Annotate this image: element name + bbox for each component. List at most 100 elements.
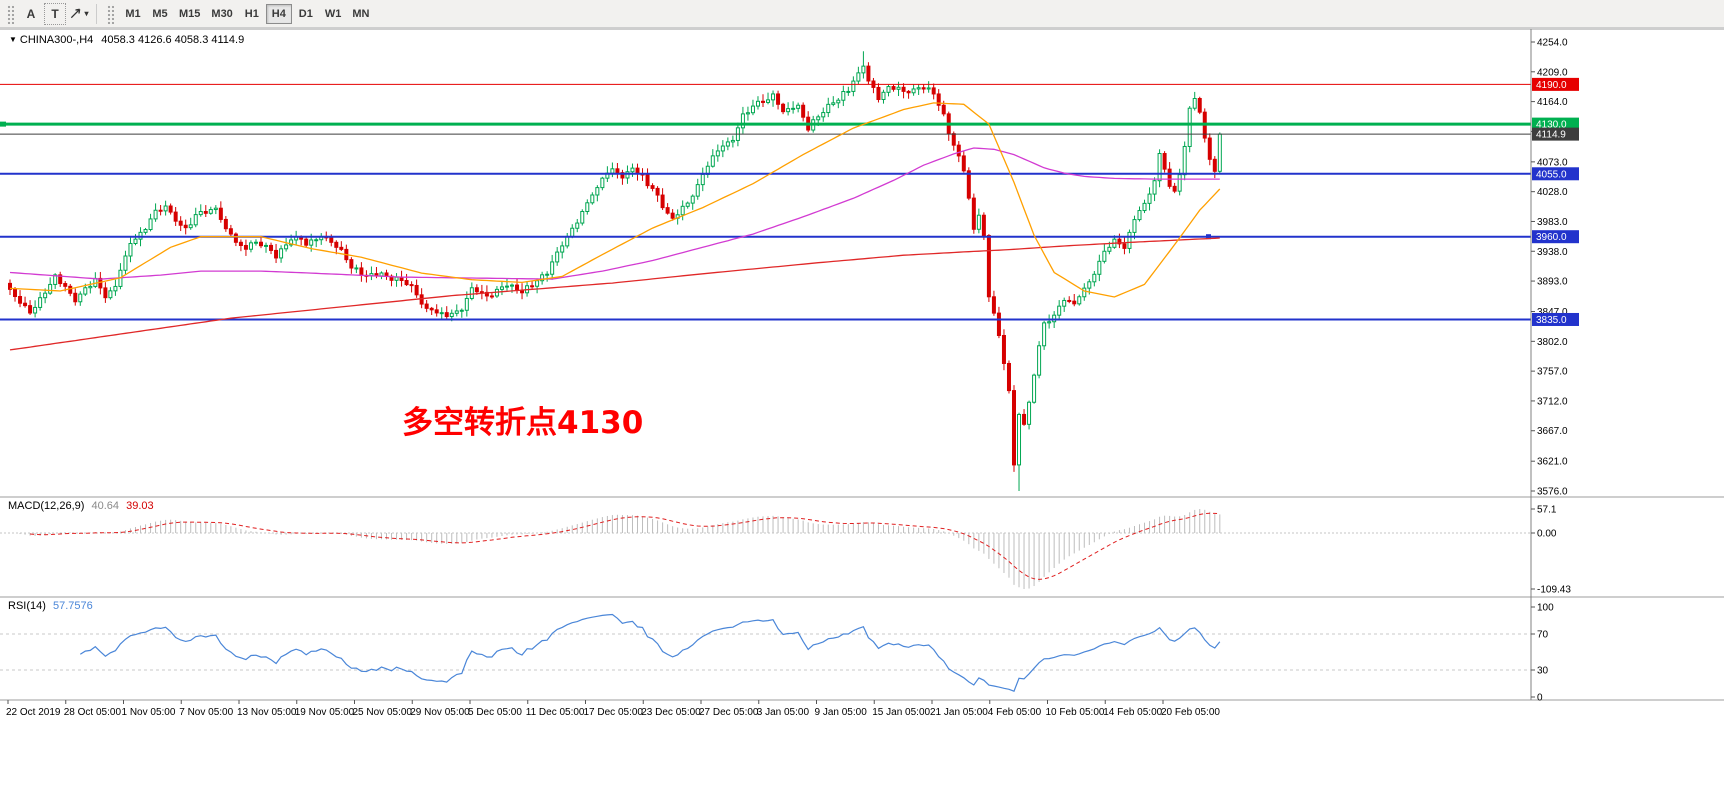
candle (1162, 153, 1167, 170)
candle (429, 307, 434, 311)
candle (98, 277, 103, 289)
price-tick-label: 3621.0 (1537, 457, 1568, 468)
candle (409, 284, 414, 287)
candle (1212, 158, 1217, 172)
candle (1042, 322, 1047, 347)
ma-fast-orange (9, 102, 1221, 298)
candle (259, 241, 263, 247)
candle (58, 274, 63, 285)
candle (1132, 219, 1137, 233)
candle (499, 286, 504, 290)
candle (1087, 281, 1092, 289)
timeframe-w1-button[interactable]: W1 (320, 4, 347, 24)
timeframe-m1-button[interactable]: M1 (120, 4, 146, 24)
candle (740, 113, 745, 129)
candle (133, 238, 138, 245)
candle (414, 284, 419, 296)
toolbar-grip[interactable] (7, 3, 14, 24)
price-tick-label: 4028.0 (1537, 187, 1568, 198)
symbol-dropdown-icon[interactable]: ▼ (9, 35, 17, 44)
candle (1006, 362, 1011, 392)
candle (761, 100, 765, 103)
candle (786, 108, 791, 113)
text-tool-button[interactable]: A (20, 3, 42, 25)
candle (394, 276, 399, 281)
candle (243, 244, 248, 250)
time-axis-label: 22 Oct 2019 (6, 707, 61, 718)
candle (630, 167, 635, 173)
candle (715, 150, 720, 157)
timeframe-h4-button[interactable]: H4 (265, 3, 292, 24)
candle (991, 296, 996, 314)
candle (1217, 133, 1222, 172)
candle (956, 144, 961, 157)
toolbar-grip[interactable] (107, 3, 114, 24)
candle (434, 309, 439, 314)
candle (354, 267, 359, 270)
candle (650, 185, 655, 189)
candle (1067, 299, 1072, 302)
candle (1102, 250, 1107, 262)
macd-tick-label: 0.00 (1537, 529, 1557, 540)
candle (615, 168, 620, 174)
candle (238, 241, 243, 246)
candle (550, 261, 555, 275)
candle (13, 288, 18, 298)
candle (720, 145, 725, 152)
line-anchor[interactable] (1206, 234, 1211, 240)
timeframe-m30-button[interactable]: M30 (206, 4, 237, 24)
candle (1057, 305, 1062, 316)
candle (625, 171, 630, 179)
candle (540, 274, 545, 282)
candle (103, 287, 108, 299)
candle (565, 235, 570, 247)
price-level-badge-label: 4055.0 (1536, 169, 1567, 180)
candle (725, 141, 730, 147)
price-tick-label: 3938.0 (1537, 247, 1568, 258)
candle (665, 207, 670, 214)
price-level-badge-label: 3960.0 (1536, 232, 1567, 243)
time-axis-label: 27 Dec 05:00 (699, 707, 759, 718)
candle (269, 244, 274, 251)
timeframe-m15-button[interactable]: M15 (174, 4, 205, 24)
candle (771, 93, 776, 101)
candle (178, 220, 183, 226)
price-tick-label: 3893.0 (1537, 277, 1568, 288)
candle (545, 273, 550, 276)
price-level-badge (1532, 312, 1579, 326)
candle (168, 205, 173, 213)
chart-background (0, 29, 1724, 794)
candle (695, 184, 700, 197)
time-axis-label: 5 Dec 05:00 (468, 707, 522, 718)
candle (941, 104, 946, 115)
candle (891, 86, 896, 90)
candle (1001, 334, 1006, 364)
timeframe-h1-button[interactable]: H1 (239, 4, 265, 24)
candle (986, 235, 991, 298)
candle (1142, 202, 1147, 212)
text-label-tool-button[interactable]: T (44, 2, 66, 25)
time-axis: 22 Oct 2019 28 Oct 05:00 1 Nov 05:00 7 Nov … (6, 700, 1220, 718)
candle (916, 87, 921, 90)
candle (976, 214, 981, 230)
candle (304, 238, 309, 246)
candle (600, 177, 605, 189)
candle (1012, 390, 1016, 466)
timeframe-mn-button[interactable]: MN (347, 4, 374, 24)
candle (38, 297, 43, 308)
candle (459, 309, 464, 312)
cursor-tool-button[interactable]: ▾ (68, 3, 90, 25)
candle (876, 86, 881, 101)
candle (866, 65, 871, 82)
candle (655, 187, 660, 196)
timeframe-d1-button[interactable]: D1 (293, 4, 319, 24)
timeframe-m5-button[interactable]: M5 (147, 4, 173, 24)
candle (821, 112, 826, 118)
candle (856, 72, 861, 82)
candle (766, 99, 771, 103)
rsi-line (79, 613, 1221, 692)
candle (750, 105, 755, 114)
